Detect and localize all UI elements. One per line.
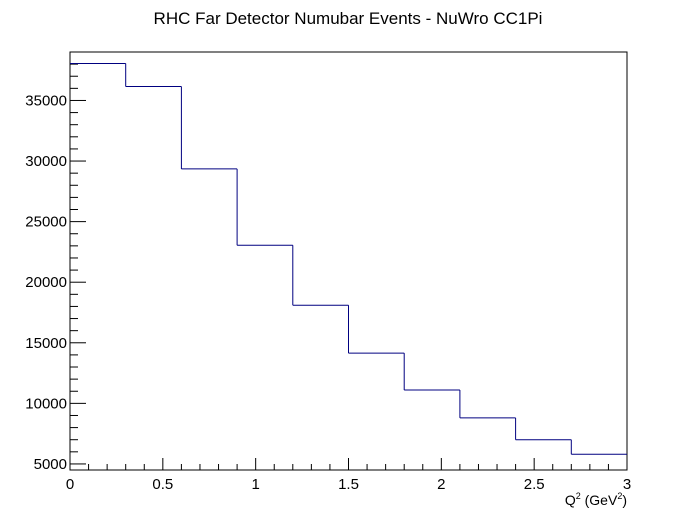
y-tick-label: 30000	[25, 153, 67, 170]
x-tick-label: 1.5	[338, 476, 359, 493]
x-axis-label-unit: (GeV	[581, 492, 618, 508]
x-tick-label: 2.5	[524, 476, 545, 493]
x-tick-label: 3	[623, 476, 631, 493]
x-axis-ticks	[69, 458, 628, 470]
y-axis-ticks	[70, 51, 86, 465]
x-axis-label-unit-sup: 2	[617, 491, 622, 501]
y-axis-tick-labels: 5000 10000 15000 20000 25000 30000 35000	[25, 92, 67, 472]
x-axis-label: Q2 (GeV2)	[565, 491, 627, 508]
y-tick-label: 15000	[25, 335, 67, 352]
x-tick-label: 1	[251, 476, 259, 493]
y-tick-label: 5000	[34, 456, 67, 473]
y-tick-label: 20000	[25, 274, 67, 291]
y-tick-label: 25000	[25, 214, 67, 231]
y-tick-label: 10000	[25, 395, 67, 412]
x-tick-label: 2	[437, 476, 445, 493]
histogram-bins	[70, 63, 627, 455]
plot-frame	[69, 51, 628, 471]
x-tick-label: 0.5	[152, 476, 173, 493]
x-axis-tick-labels: 0 0.5 1 1.5 2 2.5 3	[66, 476, 631, 493]
x-axis-label-main-sup: 2	[576, 491, 581, 501]
x-axis-label-unit-close: )	[622, 492, 627, 508]
x-tick-label: 0	[66, 476, 74, 493]
y-tick-label: 35000	[25, 92, 67, 109]
x-axis-label-main: Q	[565, 492, 576, 508]
chart-title: RHC Far Detector Numubar Events - NuWro …	[154, 9, 543, 28]
